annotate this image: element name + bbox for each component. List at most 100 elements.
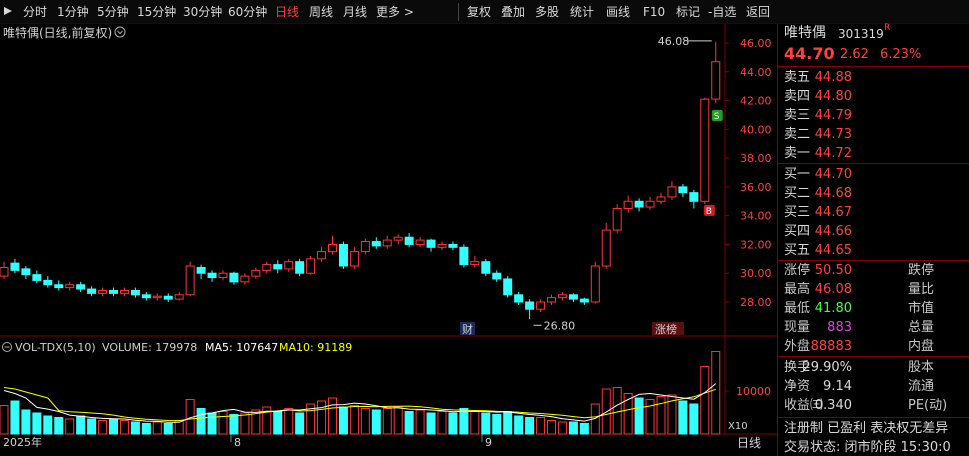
candle[interactable] (262, 261, 272, 274)
volume-bar[interactable] (393, 406, 403, 435)
candle[interactable] (371, 237, 381, 249)
volume-bar[interactable] (426, 412, 436, 435)
volume-bar[interactable] (251, 409, 261, 435)
candle[interactable] (295, 258, 305, 277)
period-weekly[interactable]: 周线 (309, 5, 334, 19)
volume-bar[interactable] (284, 408, 294, 435)
volume-bar[interactable] (21, 409, 31, 435)
volume-bar[interactable] (152, 421, 162, 435)
period-1min[interactable]: 1分钟 (57, 5, 89, 19)
candle[interactable] (98, 287, 108, 297)
volume-bar[interactable] (601, 388, 611, 435)
candle[interactable] (360, 238, 370, 255)
volume-bar[interactable] (645, 399, 655, 435)
volume-bar[interactable] (371, 409, 381, 435)
candle[interactable] (382, 235, 392, 249)
period-30min[interactable]: 30分钟 (183, 5, 223, 19)
volume-bar[interactable] (514, 415, 524, 435)
candle[interactable] (229, 271, 239, 285)
volume-bar[interactable] (10, 400, 20, 435)
candle[interactable] (196, 264, 206, 279)
bid-row[interactable]: 买五 44.65 (778, 241, 969, 260)
volume-bar[interactable] (163, 423, 173, 435)
volume-bar[interactable] (338, 406, 348, 435)
period-60min[interactable]: 60分钟 (228, 5, 268, 19)
tool-mark[interactable]: 标记 (676, 5, 701, 19)
candle[interactable] (174, 291, 184, 301)
candle[interactable] (656, 192, 666, 205)
candle[interactable] (437, 241, 447, 251)
candle[interactable] (689, 189, 699, 209)
period-minute[interactable]: 分时 (23, 5, 48, 19)
finance-tag[interactable]: 财 (460, 322, 475, 336)
volume-bar[interactable] (0, 405, 9, 435)
volume-bar[interactable] (492, 414, 502, 435)
tool-back[interactable]: 返回 (746, 5, 771, 19)
volume-collapse-icon[interactable] (2, 342, 12, 352)
volume-bar[interactable] (317, 400, 327, 435)
volume-bar[interactable] (634, 397, 644, 435)
ask-row[interactable]: 卖四 44.80 (778, 87, 969, 106)
bid-row[interactable]: 买三 44.67 (778, 203, 969, 222)
volume-bar[interactable] (568, 421, 578, 435)
volume-bar[interactable] (54, 417, 64, 435)
volume-bar[interactable] (229, 414, 239, 435)
candle[interactable] (612, 204, 622, 233)
candle[interactable] (459, 244, 469, 268)
candle[interactable] (152, 293, 162, 301)
candle[interactable] (557, 291, 567, 301)
candle[interactable] (667, 181, 677, 200)
candle[interactable] (481, 258, 491, 277)
candle[interactable] (514, 291, 524, 305)
candle[interactable] (393, 234, 403, 245)
volume-bar[interactable] (711, 351, 721, 435)
candle[interactable] (470, 255, 480, 268)
volume-bar[interactable] (240, 412, 250, 435)
tool-stats[interactable]: 统计 (570, 5, 595, 19)
ask-row[interactable]: 卖三 44.79 (778, 106, 969, 125)
volume-bar[interactable] (196, 408, 206, 435)
volume-bar[interactable] (76, 415, 86, 435)
volume-bar[interactable] (295, 412, 305, 435)
kline-chart[interactable]: 唯特偶(日线,前复权) 46.00 44.00 42.00 40.00 38.00 36.0… (0, 24, 969, 456)
candle[interactable] (645, 196, 655, 210)
volume-bar[interactable] (700, 366, 710, 435)
tool-overlay[interactable]: 叠加 (501, 5, 526, 19)
volume-bar[interactable] (415, 409, 425, 435)
volume-bar[interactable] (481, 412, 491, 435)
volume-bar[interactable] (65, 418, 75, 435)
buy-marker[interactable]: B (703, 204, 715, 217)
volume-bar[interactable] (623, 393, 633, 435)
candle[interactable] (547, 294, 556, 305)
candle[interactable] (349, 247, 359, 269)
candle[interactable] (65, 281, 75, 291)
candle[interactable] (141, 291, 151, 301)
volume-bar[interactable] (536, 417, 546, 435)
volume-bar[interactable] (667, 394, 677, 435)
tool-remove-fav[interactable]: -自选 (708, 5, 737, 19)
candle[interactable] (711, 41, 721, 104)
limit-up-tag[interactable]: 涨榜 (652, 322, 684, 336)
period-more[interactable]: 更多 > (376, 5, 414, 19)
period-monthly[interactable]: 月线 (343, 5, 368, 19)
candle[interactable] (503, 276, 513, 298)
candle[interactable] (54, 280, 64, 291)
volume-bar[interactable] (306, 403, 316, 435)
volume-bar[interactable] (689, 403, 699, 435)
bid-row[interactable]: 买二 44.68 (778, 184, 969, 203)
candle[interactable] (10, 258, 20, 274)
volume-bar[interactable] (579, 423, 589, 435)
volume-bar[interactable] (207, 412, 217, 435)
bid-row[interactable]: 买一 44.70 (778, 165, 969, 184)
candle[interactable] (700, 97, 710, 205)
volume-bar[interactable] (437, 411, 447, 435)
ask-row[interactable]: 卖五 44.88 (778, 68, 969, 87)
volume-bar[interactable] (459, 408, 469, 435)
tool-draw[interactable]: 画线 (606, 5, 631, 19)
volume-bar[interactable] (109, 418, 118, 435)
candle[interactable] (76, 281, 86, 292)
tool-f10[interactable]: F10 (643, 5, 666, 19)
candle[interactable] (251, 267, 261, 279)
candle[interactable] (448, 241, 458, 251)
candle[interactable] (404, 232, 414, 248)
